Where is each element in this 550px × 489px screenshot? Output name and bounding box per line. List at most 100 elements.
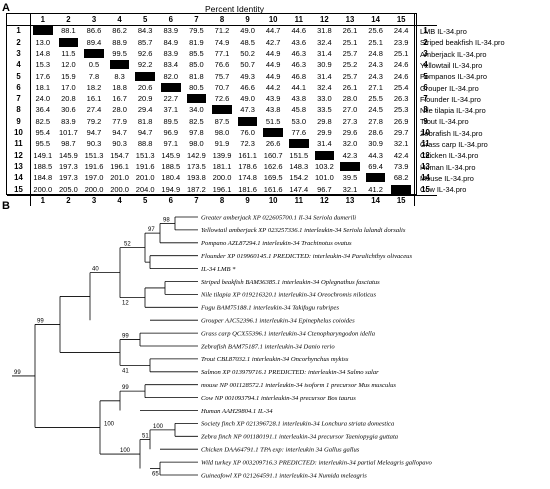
bootstrap-value: 99 (122, 334, 129, 340)
column-header-top: 8 (219, 15, 225, 24)
matrix-cell: 97.8 (189, 128, 204, 137)
matrix-cell: 25.4 (393, 82, 409, 92)
bootstrap-value: 99 (37, 318, 44, 324)
matrix-cell: 94.7 (137, 128, 153, 137)
matrix-cell: 23.9 (393, 37, 409, 47)
row-header-right: 14 (421, 173, 430, 183)
matrix-cell: 200.0 (110, 184, 129, 194)
matrix-cell: 95.5 (35, 139, 51, 149)
matrix-cell: 72.3 (240, 139, 255, 149)
row-header-right: 2 (423, 37, 428, 47)
matrix-cell: 30.9 (368, 139, 383, 149)
bootstrap-value: 97 (148, 227, 155, 233)
column-header-top: 6 (168, 15, 173, 24)
column-header-bottom: 4 (117, 195, 122, 205)
matrix-cell: 29.9 (317, 128, 332, 137)
row-header-right: 15 (421, 184, 430, 194)
row-header-left: 2 (16, 37, 21, 47)
matrix-cell: 32.0 (342, 139, 358, 149)
matrix-cell: 72.6 (214, 94, 230, 104)
row-header-right: 3 (423, 48, 428, 58)
bootstrap-value: 40 (92, 267, 99, 273)
matrix-cell: 31.4 (317, 48, 332, 58)
matrix-cell: 191.6 (135, 161, 155, 171)
bootstrap-value: 100 (153, 424, 164, 430)
matrix-cell: 194.9 (161, 184, 181, 194)
matrix-cell: 12.0 (61, 60, 76, 70)
column-header-bottom: 15 (396, 195, 406, 205)
matrix-cell: 147.4 (289, 184, 309, 194)
matrix-cell: 184.8 (33, 173, 53, 183)
tree-leaf-label: Human AAH29804.1 IL-34 (200, 408, 273, 415)
matrix-cell: 181.1 (212, 161, 232, 171)
matrix-cell: 44.1 (291, 82, 307, 92)
matrix-cell: 98.0 (189, 139, 204, 149)
matrix-cell: 81.9 (189, 37, 204, 47)
tree-leaf-label: Trout CBL87032.1 interleukin-34 Oncorhyn… (201, 356, 349, 363)
matrix-cell: 15.9 (61, 71, 76, 81)
matrix-cell: 25.7 (342, 48, 358, 58)
tree-leaf-label: Guineafowl XP 021264591.1 interleukin-34… (201, 472, 367, 479)
matrix-cell: 188.5 (161, 161, 181, 171)
matrix-cell: 27.8 (368, 116, 383, 126)
tree-leaf-label: Society finch XP 021396728.1 interleukin… (201, 421, 395, 428)
row-header-left: 8 (16, 105, 21, 115)
row-header-right: 11 (421, 139, 430, 149)
tree-leaf-label: Zebra finch NP 001180191.1 interleukin-3… (201, 434, 399, 441)
matrix-cell: 85.7 (137, 37, 153, 47)
matrix-cell: 101.0 (315, 173, 334, 183)
panel-b-label: B (2, 200, 10, 212)
column-header-top: 13 (345, 15, 355, 24)
matrix-cell: 34.0 (189, 105, 204, 115)
matrix-cell: 50.2 (240, 48, 255, 58)
matrix-cell: 43.9 (265, 94, 281, 104)
row-header-right: 13 (421, 161, 430, 171)
matrix-cell: 169.5 (263, 173, 283, 183)
matrix-cell: 79.2 (86, 116, 102, 126)
species-label: Trout IL-34.pro (420, 117, 469, 127)
bootstrap-value: 98 (163, 217, 170, 223)
matrix-cell: 205.0 (59, 184, 78, 194)
matrix-cell: 191.6 (84, 161, 104, 171)
matrix-cell: 97.1 (163, 139, 179, 149)
matrix-cell: 81.8 (137, 116, 153, 126)
matrix-cell: 201.0 (110, 173, 129, 183)
matrix-cell: 26.1 (342, 82, 358, 92)
row-header-right: 7 (423, 94, 428, 104)
matrix-cell: 145.9 (161, 150, 181, 160)
matrix-cell: 88.8 (137, 139, 153, 149)
row-header-right: 1 (423, 26, 428, 36)
column-header-bottom: 12 (320, 195, 329, 205)
matrix-cell: 0.5 (88, 60, 100, 70)
tree-leaf-label: Wild turkey XP 003209716.3 PREDICTED: in… (201, 459, 433, 466)
matrix-cell: 187.2 (187, 184, 206, 194)
matrix-cell: 96.7 (317, 184, 332, 194)
matrix-cell: 25.3 (393, 105, 409, 115)
matrix-cell: 95.4 (35, 128, 51, 137)
matrix-cell: 8.3 (114, 71, 125, 81)
diagonal-block (186, 94, 207, 104)
matrix-cell: 193.8 (187, 173, 206, 183)
species-label: Zebrafish IL-34.pro (420, 128, 483, 138)
identity-matrix: 1 2 3 4 5 6 7 8 9 10 11 12 13 14 15 1 2 3 4 5 6 7 8 9 10 11 12 13 14… (6, 13, 437, 207)
matrix-cell: 98.0 (214, 128, 230, 137)
matrix-cell: 15.3 (35, 60, 51, 70)
matrix-cell: 81.8 (189, 71, 204, 81)
matrix-cell: 79.5 (189, 26, 204, 36)
matrix-cell: 13.0 (35, 37, 51, 47)
column-header-bottom: 11 (294, 195, 303, 205)
matrix-cell: 30.6 (61, 105, 76, 115)
matrix-cell: 80.5 (189, 82, 204, 92)
matrix-cell: 44.6 (291, 26, 307, 36)
matrix-cell: 24.3 (368, 60, 383, 70)
phylogenetic-tree: Greater amberjack XP 022605700.1 Il-34 S… (12, 214, 433, 479)
matrix-cell: 90.3 (112, 139, 127, 149)
matrix-cell: 151.5 (289, 150, 309, 160)
matrix-cell: 51.5 (265, 116, 281, 126)
matrix-cell: 24.6 (393, 60, 409, 70)
matrix-cell: 44.9 (265, 71, 281, 81)
matrix-cell: 46.3 (291, 60, 307, 70)
matrix-cell: 39.5 (342, 173, 358, 183)
matrix-cell: 74.9 (214, 37, 230, 47)
matrix-cell: 76.0 (240, 128, 255, 137)
